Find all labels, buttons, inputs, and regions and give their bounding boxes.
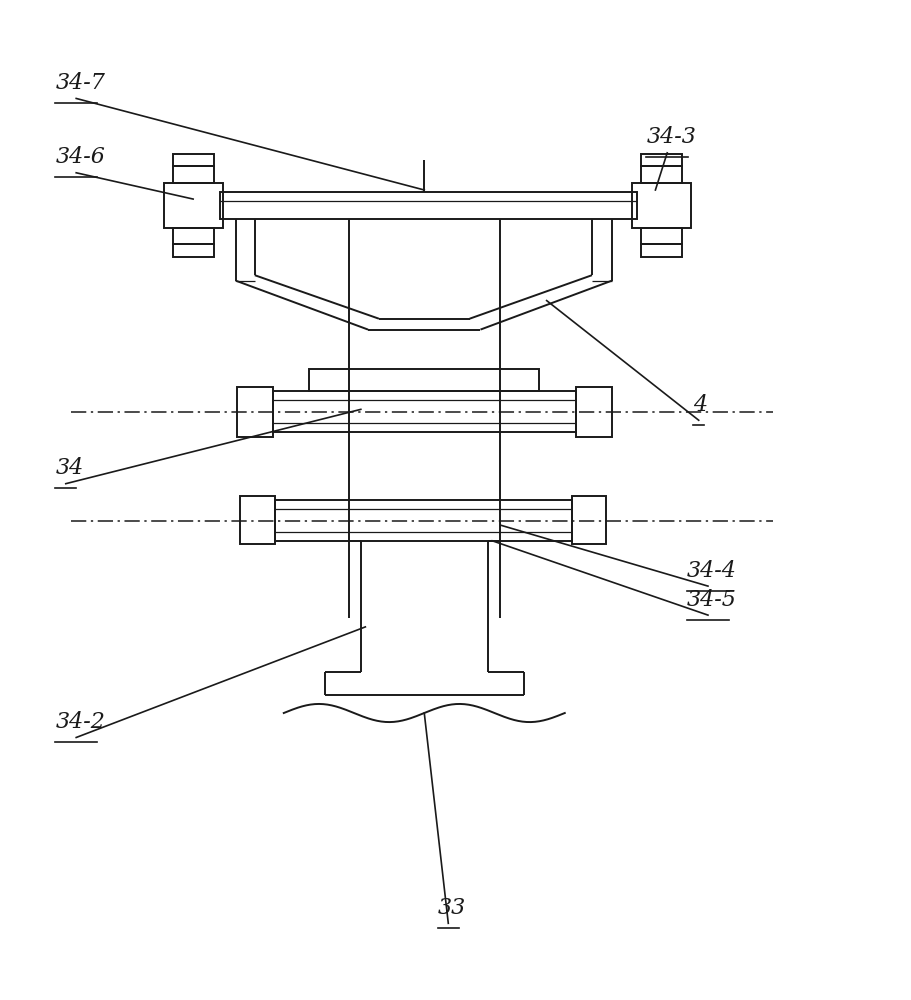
Bar [173, 154, 214, 166]
Text: 34-4: 34-4 [686, 560, 736, 582]
Bar [220, 192, 637, 219]
Bar [173, 228, 214, 244]
Bar [640, 166, 681, 183]
Bar [575, 387, 611, 437]
Text: 34-5: 34-5 [686, 589, 736, 611]
Bar [571, 496, 606, 544]
Text: 34-2: 34-2 [56, 711, 105, 733]
Bar [240, 496, 274, 544]
Bar [236, 387, 272, 437]
Bar [640, 244, 681, 257]
Bar [309, 369, 538, 391]
Text: 34-7: 34-7 [56, 72, 105, 94]
Text: 34-6: 34-6 [56, 146, 105, 168]
Bar [173, 244, 214, 257]
Bar [640, 228, 681, 244]
Bar [274, 500, 571, 541]
Bar [272, 391, 575, 432]
Text: 34-3: 34-3 [646, 126, 695, 148]
Text: 4: 4 [692, 394, 707, 416]
Text: 34: 34 [56, 457, 84, 479]
Bar [631, 183, 690, 228]
Bar [164, 183, 223, 228]
Bar [173, 166, 214, 183]
Bar [640, 154, 681, 166]
Text: 33: 33 [437, 897, 466, 919]
